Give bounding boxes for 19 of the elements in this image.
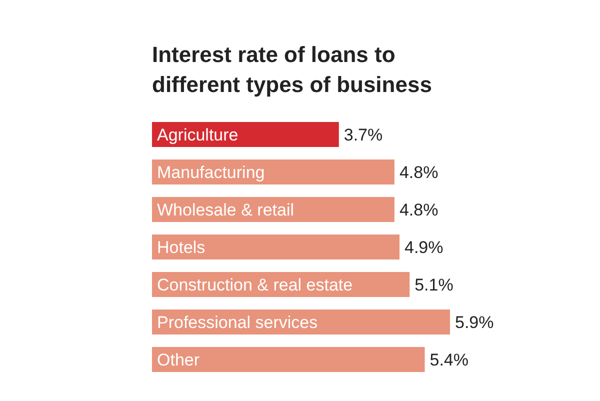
data-label: 4.9% bbox=[404, 238, 444, 257]
data-label: 5.4% bbox=[430, 350, 468, 370]
data-label: 4.8% bbox=[399, 162, 438, 182]
y-tick-label: Wholesale & retail bbox=[157, 200, 294, 220]
y-tick-label: Hotels bbox=[157, 238, 206, 257]
data-label: 5.1% bbox=[414, 275, 454, 294]
y-tick-label: Construction & real estate bbox=[157, 275, 353, 294]
y-tick-label: Manufacturing bbox=[157, 162, 265, 182]
bar bbox=[152, 347, 425, 372]
bar bbox=[152, 160, 394, 184]
chart-title: Interest rate of loans to different types of business bbox=[152, 42, 432, 97]
y-tick-label: Other bbox=[157, 350, 200, 370]
data-label: 4.8% bbox=[399, 200, 438, 220]
y-tick-label: Professional services bbox=[157, 312, 318, 332]
bar bbox=[152, 234, 400, 260]
bar bbox=[152, 122, 339, 147]
data-label: 5.9% bbox=[455, 312, 494, 332]
data-label: 3.7% bbox=[344, 125, 383, 144]
y-tick-label: Agriculture bbox=[157, 125, 238, 144]
